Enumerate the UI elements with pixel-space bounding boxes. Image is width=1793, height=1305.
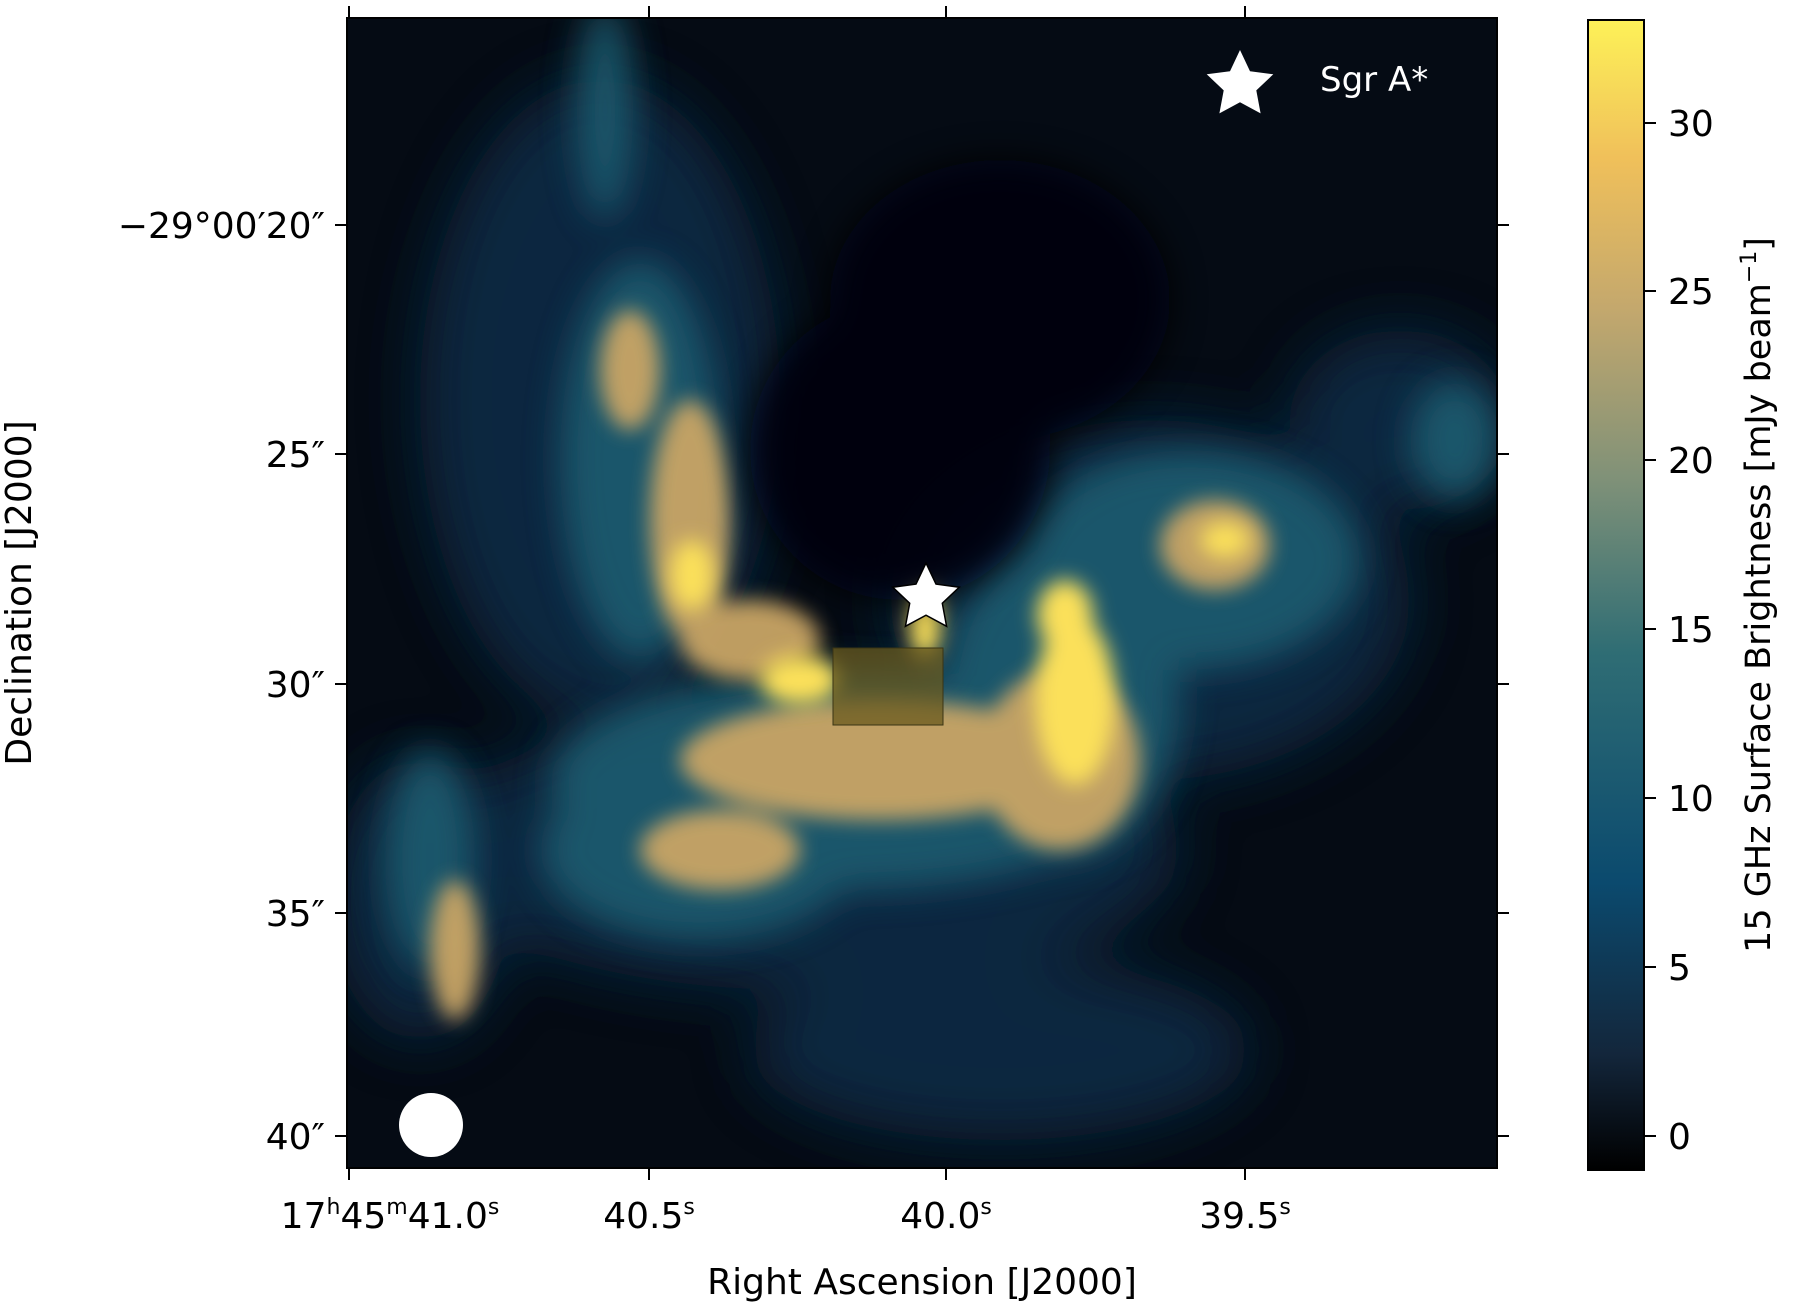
colorbar-tick-25: 25 <box>1668 272 1714 313</box>
colorbar: 0 5 10 15 20 25 30 15 GHz Surface Bright… <box>1587 19 1779 1171</box>
radio-map: Sgr A* <box>347 18 1497 1168</box>
dec-tick-labels: −29°00′20″ 25″ 30″ 35″ 40″ <box>118 206 325 1158</box>
ra-ticks <box>348 6 1246 1180</box>
ra-axis-title: Right Ascension [J2000] <box>707 1262 1137 1303</box>
legend-label: Sgr A* <box>1320 60 1428 100</box>
colorbar-tick-5: 5 <box>1668 948 1691 989</box>
beam-circle <box>399 1093 463 1157</box>
dec-tick-label-35: 35″ <box>266 894 325 935</box>
highlight-box <box>832 647 944 726</box>
colorbar-tick-0: 0 <box>1668 1117 1691 1158</box>
legend-star-icon <box>1206 50 1274 114</box>
dec-axis-title: Declination [J2000] <box>0 420 40 765</box>
colorbar-ticks <box>1644 122 1656 1137</box>
dec-tick-label-40: 40″ <box>266 1117 325 1158</box>
legend: Sgr A* <box>1206 50 1428 114</box>
ra-tick-labels: 17h45m41.0s 40.5s 40.0s 39.5s <box>281 1195 1291 1237</box>
dec-tick-label-25: 25″ <box>266 435 325 476</box>
ra-tick-label-39-5: 39.5s <box>1199 1195 1291 1237</box>
ra-tick-label-40-0: 40.0s <box>900 1195 992 1237</box>
colorbar-gradient <box>1587 19 1645 1171</box>
map-frame <box>346 17 1498 1169</box>
sgr-a-star-marker <box>891 561 961 628</box>
colorbar-tick-30: 30 <box>1668 104 1714 145</box>
colorbar-tick-10: 10 <box>1668 779 1714 820</box>
dec-ticks <box>335 224 1509 1137</box>
central-cavity <box>750 160 1170 600</box>
ra-tick-label-41: 17h45m41.0s <box>281 1195 500 1237</box>
dec-tick-label-20: −29°00′20″ <box>118 206 325 247</box>
colorbar-tick-15: 15 <box>1668 610 1714 651</box>
dec-tick-label-30: 30″ <box>266 665 325 706</box>
colorbar-tick-20: 20 <box>1668 441 1714 482</box>
ra-tick-label-40-5: 40.5s <box>603 1195 695 1237</box>
colorbar-label: 15 GHz Surface Brightness [mJy beam−1] <box>1737 237 1779 953</box>
colorbar-tick-labels: 0 5 10 15 20 25 30 <box>1668 104 1714 1158</box>
